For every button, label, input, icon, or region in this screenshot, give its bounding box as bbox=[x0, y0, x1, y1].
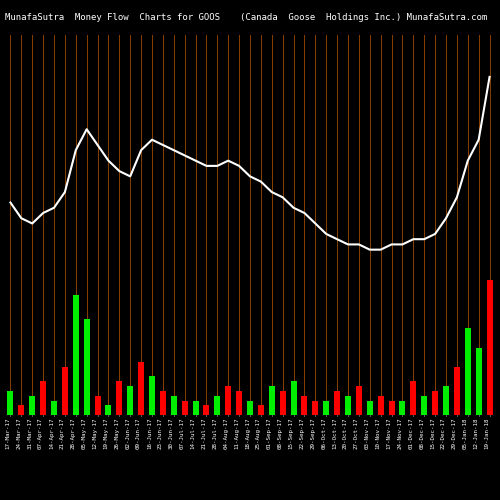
Bar bbox=[258, 406, 264, 415]
Bar bbox=[356, 386, 362, 415]
Bar bbox=[388, 400, 394, 415]
Bar bbox=[421, 396, 427, 415]
Bar bbox=[323, 400, 329, 415]
Bar bbox=[94, 396, 100, 415]
Bar bbox=[290, 382, 296, 415]
Text: (Canada  Goose  Holdings Inc.) MunafaSutra.com: (Canada Goose Holdings Inc.) MunafaSutra… bbox=[240, 12, 487, 22]
Bar bbox=[138, 362, 144, 415]
Bar bbox=[73, 294, 79, 415]
Bar bbox=[62, 367, 68, 415]
Bar bbox=[410, 382, 416, 415]
Bar bbox=[367, 400, 373, 415]
Bar bbox=[465, 328, 471, 415]
Bar bbox=[18, 406, 24, 415]
Bar bbox=[204, 406, 210, 415]
Bar bbox=[106, 406, 112, 415]
Bar bbox=[247, 400, 253, 415]
Bar bbox=[214, 396, 220, 415]
Bar bbox=[378, 396, 384, 415]
Bar bbox=[312, 400, 318, 415]
Bar bbox=[40, 382, 46, 415]
Bar bbox=[116, 382, 122, 415]
Bar bbox=[8, 391, 14, 415]
Bar bbox=[454, 367, 460, 415]
Bar bbox=[486, 280, 492, 415]
Bar bbox=[84, 318, 89, 415]
Bar bbox=[400, 400, 406, 415]
Bar bbox=[192, 400, 198, 415]
Bar bbox=[182, 400, 188, 415]
Bar bbox=[443, 386, 449, 415]
Bar bbox=[432, 391, 438, 415]
Bar bbox=[345, 396, 351, 415]
Bar bbox=[171, 396, 177, 415]
Bar bbox=[476, 348, 482, 415]
Bar bbox=[149, 376, 155, 415]
Bar bbox=[127, 386, 133, 415]
Bar bbox=[280, 391, 285, 415]
Bar bbox=[236, 391, 242, 415]
Bar bbox=[29, 396, 35, 415]
Bar bbox=[51, 400, 57, 415]
Bar bbox=[302, 396, 308, 415]
Bar bbox=[225, 386, 231, 415]
Bar bbox=[269, 386, 275, 415]
Bar bbox=[334, 391, 340, 415]
Text: MunafaSutra  Money Flow  Charts for GOOS: MunafaSutra Money Flow Charts for GOOS bbox=[5, 12, 220, 22]
Bar bbox=[160, 391, 166, 415]
